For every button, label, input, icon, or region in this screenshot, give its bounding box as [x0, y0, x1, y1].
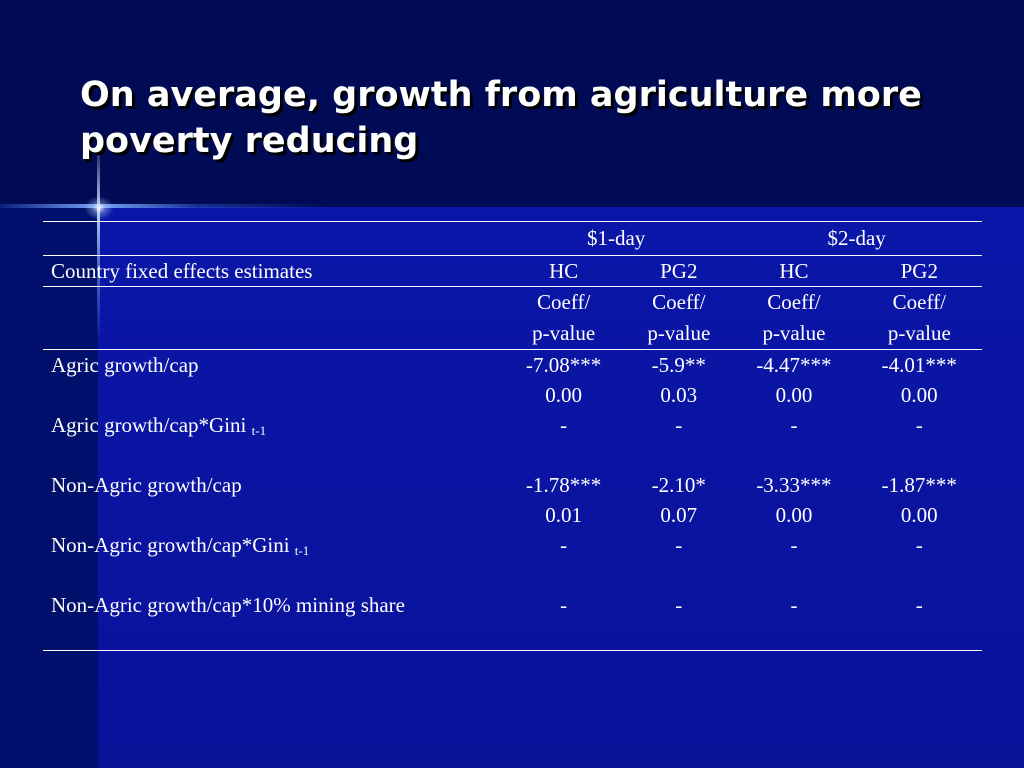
sub-header-cell: HC — [731, 255, 857, 287]
pvalue-cell — [626, 560, 731, 590]
pvalue-cell — [857, 560, 982, 590]
pvalue-cell — [626, 440, 731, 470]
table-row-pvalues — [43, 560, 982, 590]
pvalue-cell — [731, 560, 856, 590]
stat-header-row: Coeff/p-value Coeff/p-value Coeff/p-valu… — [43, 286, 982, 350]
row-label: Non-Agric growth/cap — [51, 473, 242, 497]
row-label: Agric growth/cap — [51, 353, 199, 377]
table-row: Agric growth/cap*Gini t-1 - - - - — [43, 410, 982, 440]
table-bottom-row — [43, 620, 982, 651]
stat-header-cell: Coeff/p-value — [626, 286, 732, 350]
pvalue-cell: 0.03 — [660, 383, 698, 407]
stat-header-cell: Coeff/p-value — [731, 286, 857, 350]
coeff-cell: - — [675, 413, 683, 437]
group-header-1day: $1-day — [501, 221, 732, 256]
table-row: Non-Agric growth/cap -1.78*** -2.10* -3.… — [43, 470, 982, 500]
coeff-cell: - — [915, 413, 923, 437]
coeff-cell: -3.33*** — [756, 473, 832, 497]
coeff-cell: -1.87*** — [881, 473, 957, 497]
coeff-cell: - — [675, 533, 683, 557]
coeff-cell: - — [560, 413, 568, 437]
row-header-label: Country fixed effects estimates — [43, 255, 501, 287]
coeff-cell: -1.78*** — [526, 473, 602, 497]
coeff-cell: -4.47*** — [756, 353, 832, 377]
table-row: Agric growth/cap -7.08*** -5.9** -4.47**… — [43, 350, 982, 381]
row-label-subscript: t-1 — [294, 543, 310, 558]
sub-header-cell: PG2 — [856, 255, 982, 287]
row-label-subscript: t-1 — [251, 423, 267, 438]
coeff-cell: - — [915, 533, 923, 557]
slide-title: On average, growth from agriculture more… — [80, 75, 922, 161]
row-label: Non-Agric growth/cap*Gini t-1 — [51, 533, 310, 558]
sub-header-cell: HC — [501, 255, 627, 287]
coeff-cell: - — [915, 593, 923, 617]
pvalue-cell: 0.00 — [775, 503, 813, 527]
pvalue-cell — [501, 440, 626, 470]
coeff-cell: - — [790, 593, 798, 617]
row-label: Agric growth/cap*Gini t-1 — [51, 413, 267, 438]
results-table: $1-day $2-day Country fixed effects esti… — [43, 221, 982, 651]
pvalue-cell: 0.07 — [660, 503, 698, 527]
coeff-cell: -7.08*** — [526, 353, 602, 377]
pvalue-cell — [501, 560, 626, 590]
coeff-cell: -2.10* — [651, 473, 706, 497]
table-row-pvalues: 0.00 0.03 0.00 0.00 — [43, 380, 982, 410]
pvalue-cell: 0.00 — [775, 383, 813, 407]
pvalue-cell — [857, 440, 982, 470]
group-header-2day: $2-day — [731, 221, 982, 256]
coeff-cell: -5.9** — [651, 353, 706, 377]
pvalue-cell: 0.00 — [545, 383, 583, 407]
sub-header-cell: PG2 — [626, 255, 732, 287]
row-label: Non-Agric growth/cap*10% mining share — [51, 593, 405, 617]
table-row-pvalues — [43, 440, 982, 470]
table-row: Non-Agric growth/cap*10% mining share - … — [43, 590, 982, 620]
decor-sparkle — [84, 196, 114, 220]
coeff-cell: - — [675, 593, 683, 617]
stat-header-cell: Coeff/p-value — [856, 286, 982, 350]
decor-horizontal-line — [0, 204, 330, 208]
table-row-pvalues: 0.01 0.07 0.00 0.00 — [43, 500, 982, 530]
pvalue-cell — [731, 440, 856, 470]
background-top — [0, 0, 1024, 207]
coeff-cell: - — [790, 413, 798, 437]
pvalue-cell: 0.00 — [900, 503, 938, 527]
pvalue-cell: 0.00 — [900, 383, 938, 407]
stat-header-cell: Coeff/p-value — [501, 286, 627, 350]
coeff-cell: - — [560, 533, 568, 557]
table-row: Non-Agric growth/cap*Gini t-1 - - - - — [43, 530, 982, 560]
coeff-cell: - — [790, 533, 798, 557]
coeff-cell: -4.01*** — [881, 353, 957, 377]
pvalue-cell: 0.01 — [545, 503, 583, 527]
coeff-cell: - — [560, 593, 568, 617]
empty-header-cell — [43, 221, 501, 256]
sub-header-row: Country fixed effects estimates HC PG2 H… — [43, 255, 982, 287]
group-header-row: $1-day $2-day — [43, 221, 982, 256]
